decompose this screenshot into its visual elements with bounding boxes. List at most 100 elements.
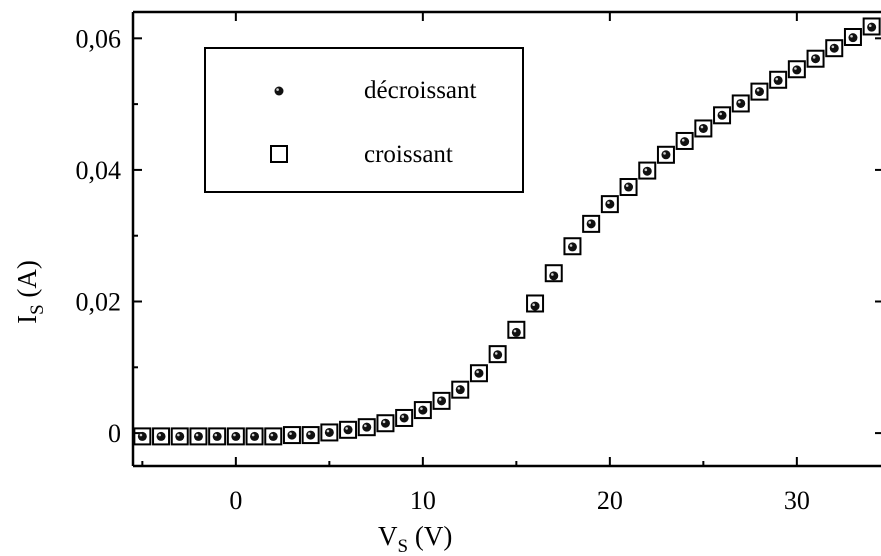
point-decroissant <box>567 242 577 252</box>
point-decroissant <box>287 430 297 440</box>
x-axis-label-unit: (V) <box>408 521 452 551</box>
point-croissant <box>152 427 171 446</box>
point-decroissant <box>175 431 185 441</box>
point-decroissant-highlight <box>139 433 143 437</box>
y-tick-label: 0,06 <box>76 24 122 53</box>
point-decroissant <box>399 413 409 423</box>
point-croissant <box>451 380 470 399</box>
point-decroissant-highlight <box>326 429 330 433</box>
point-decroissant <box>380 418 390 428</box>
point-croissant <box>395 408 414 427</box>
point-croissant <box>731 94 750 113</box>
point-decroissant-highlight <box>457 386 461 390</box>
point-decroissant <box>848 33 858 43</box>
point-croissant <box>282 426 301 445</box>
point-decroissant <box>455 385 465 395</box>
y-axis-label-sub: S <box>27 304 48 315</box>
point-decroissant <box>193 431 203 441</box>
point-decroissant <box>250 431 260 441</box>
x-axis-label: VS (V) <box>378 521 452 556</box>
point-croissant <box>507 320 526 339</box>
point-decroissant <box>268 431 278 441</box>
point-decroissant-highlight <box>438 398 442 401</box>
point-croissant <box>806 49 825 68</box>
point-decroissant-highlight <box>588 221 592 224</box>
legend-box <box>204 47 524 193</box>
point-croissant <box>544 264 563 283</box>
point-decroissant-highlight <box>868 24 872 28</box>
point-croissant <box>582 214 601 233</box>
x-axis-label-sub: S <box>398 536 409 556</box>
y-tick-label: 0,02 <box>76 288 122 317</box>
point-decroissant-highlight <box>644 168 648 172</box>
point-decroissant-highlight <box>756 88 760 92</box>
legend-marker-croissant <box>270 145 288 163</box>
point-decroissant <box>867 22 877 32</box>
point-decroissant-highlight <box>364 424 367 428</box>
point-croissant <box>750 82 769 101</box>
point-decroissant-highlight <box>382 420 386 424</box>
point-decroissant-highlight <box>401 415 405 418</box>
point-decroissant-highlight <box>195 433 199 437</box>
point-croissant <box>694 119 713 138</box>
point-decroissant <box>156 431 166 441</box>
point-croissant <box>469 364 488 383</box>
y-tick-label: 0 <box>108 419 121 448</box>
point-decroissant-highlight <box>420 407 423 410</box>
point-decroissant <box>624 182 634 192</box>
point-decroissant <box>493 350 503 360</box>
point-decroissant <box>231 431 241 441</box>
point-decroissant-highlight <box>681 138 685 142</box>
point-decroissant <box>773 75 783 85</box>
point-decroissant <box>137 431 147 441</box>
point-croissant <box>189 427 208 446</box>
legend-label-croissant: croissant <box>364 141 453 168</box>
point-decroissant-highlight <box>513 329 517 333</box>
point-croissant <box>619 178 638 197</box>
point-croissant <box>170 427 189 446</box>
point-decroissant-highlight <box>569 244 573 247</box>
point-decroissant <box>698 123 708 133</box>
point-decroissant-highlight <box>476 370 479 374</box>
x-axis-label-main: V <box>378 521 398 551</box>
point-decroissant <box>811 54 821 64</box>
point-decroissant-highlight <box>494 352 498 355</box>
legend-label-decroissant: décroissant <box>364 77 477 104</box>
point-decroissant-highlight <box>850 34 853 38</box>
point-decroissant-highlight <box>607 201 610 205</box>
x-tick-label: 20 <box>597 486 623 515</box>
point-decroissant <box>586 219 596 229</box>
data-marks <box>133 17 881 446</box>
x-tick-label: 10 <box>410 486 436 515</box>
point-croissant <box>376 414 395 433</box>
point-croissant <box>638 161 657 180</box>
point-croissant <box>432 391 451 410</box>
y-tick-label: 0,04 <box>76 156 122 185</box>
point-decroissant <box>362 422 372 432</box>
point-decroissant <box>530 301 540 311</box>
point-croissant <box>769 70 788 89</box>
point-croissant <box>675 131 694 150</box>
point-decroissant-highlight <box>738 100 741 104</box>
legend: décroissant croissant <box>204 47 524 193</box>
point-croissant <box>526 294 545 313</box>
point-croissant <box>245 427 264 446</box>
point-croissant <box>825 39 844 58</box>
point-decroissant-highlight <box>345 427 348 430</box>
point-croissant <box>413 401 432 420</box>
point-decroissant-highlight <box>551 273 554 276</box>
y-axis-label-main: I <box>12 315 42 324</box>
point-decroissant <box>212 431 222 441</box>
point-decroissant <box>549 271 559 281</box>
point-decroissant <box>736 98 746 108</box>
point-croissant <box>713 106 732 125</box>
point-decroissant <box>306 430 316 440</box>
point-decroissant <box>829 43 839 53</box>
point-croissant <box>301 426 320 445</box>
point-croissant <box>226 427 245 446</box>
point-decroissant-highlight <box>775 77 779 81</box>
point-decroissant-highlight <box>158 433 161 437</box>
point-croissant <box>787 60 806 79</box>
x-tick-label: 0 <box>229 486 242 515</box>
